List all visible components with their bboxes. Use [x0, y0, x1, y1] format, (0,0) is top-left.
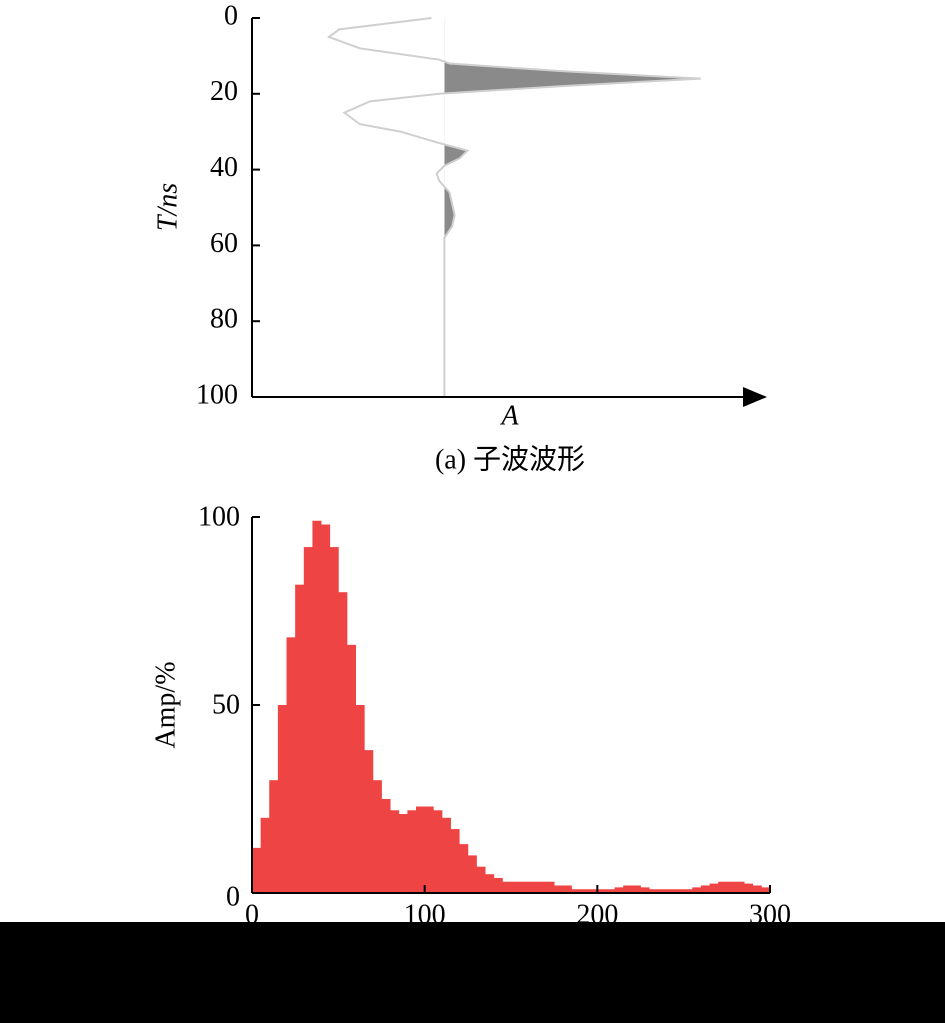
- y-tick-label: 50: [212, 689, 240, 720]
- bar: [390, 810, 400, 893]
- bar: [709, 883, 719, 893]
- bar: [666, 889, 676, 893]
- bar: [295, 584, 305, 893]
- bar: [467, 855, 477, 893]
- bar: [571, 889, 581, 893]
- y-axis-label: Amp/%: [150, 661, 181, 748]
- bar: [252, 847, 262, 893]
- bar: [416, 806, 426, 893]
- y-tick-label: 40: [210, 152, 238, 183]
- bar: [338, 592, 348, 893]
- wavelet-line: [326, 17, 701, 397]
- bar: [726, 881, 736, 893]
- bar: [752, 885, 762, 893]
- bar: [580, 889, 590, 893]
- bar: [433, 810, 443, 893]
- y-tick-label: 100: [198, 501, 240, 532]
- bar: [675, 889, 685, 893]
- bar: [519, 881, 529, 893]
- bar: [398, 814, 408, 893]
- bar: [485, 874, 495, 893]
- bar: [597, 889, 607, 893]
- bar: [321, 524, 331, 893]
- bar: [744, 883, 754, 893]
- bar: [303, 547, 313, 893]
- bar: [346, 644, 356, 893]
- y-tick-label: 80: [210, 304, 238, 335]
- bar: [286, 637, 296, 893]
- bar: [277, 705, 287, 893]
- bar: [649, 889, 659, 893]
- bar: [700, 885, 710, 893]
- bar: [735, 881, 745, 893]
- bar: [502, 881, 512, 893]
- bar: [623, 885, 633, 893]
- y-tick-label: 0: [224, 0, 238, 31]
- bar: [692, 887, 702, 893]
- bar: [562, 885, 572, 893]
- bar: [718, 881, 728, 893]
- bar: [476, 866, 486, 893]
- bar: [536, 881, 546, 893]
- y-tick-label: 60: [210, 228, 238, 259]
- bar: [355, 705, 365, 893]
- bar: [554, 885, 564, 893]
- y-tick-label: 0: [226, 881, 240, 912]
- bar: [269, 780, 279, 893]
- bar: [528, 881, 538, 893]
- bar: [631, 885, 641, 893]
- bar: [407, 810, 417, 893]
- bar: [605, 889, 615, 893]
- bar: [545, 881, 555, 893]
- bar: [441, 817, 451, 893]
- bar: [761, 887, 771, 893]
- bar: [312, 520, 322, 893]
- bar: [381, 799, 391, 893]
- bar: [511, 881, 521, 893]
- bar: [372, 780, 382, 893]
- y-tick-label: 100: [196, 379, 238, 410]
- bar: [450, 829, 460, 893]
- bar: [614, 887, 624, 893]
- bar: [459, 844, 469, 893]
- caption: (a) 子波波形: [435, 443, 585, 475]
- bar: [364, 750, 374, 893]
- bar: [640, 887, 650, 893]
- bar: [329, 547, 339, 893]
- y-axis-label: T/ns: [152, 183, 183, 231]
- bar: [657, 889, 667, 893]
- black-band: [0, 922, 945, 1023]
- bar: [493, 877, 503, 893]
- bar: [424, 806, 434, 893]
- bar: [683, 889, 693, 893]
- y-tick-label: 20: [210, 76, 238, 107]
- bar: [588, 889, 598, 893]
- bar: [260, 817, 270, 893]
- x-axis-label: A: [499, 400, 519, 431]
